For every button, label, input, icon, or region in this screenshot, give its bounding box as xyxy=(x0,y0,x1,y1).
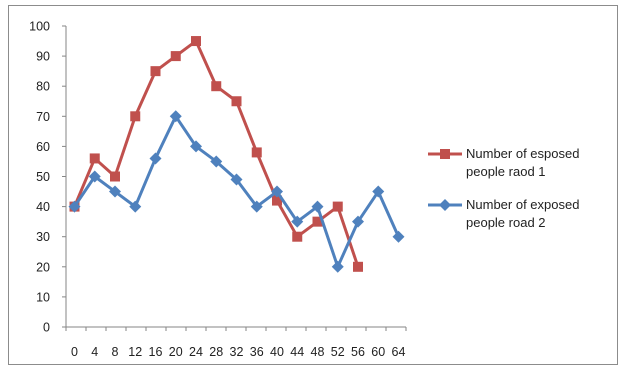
data-point-diamond xyxy=(129,200,142,213)
legend-label: people road 2 xyxy=(466,215,546,230)
data-point-diamond xyxy=(68,200,81,213)
data-point-diamond xyxy=(291,215,304,228)
data-point-square xyxy=(272,195,282,206)
y-tick-label: 20 xyxy=(36,260,50,274)
data-point-diamond xyxy=(331,260,344,273)
data-point-diamond xyxy=(311,200,324,213)
x-tick-label: 52 xyxy=(331,345,345,359)
x-tick-label: 60 xyxy=(371,345,385,359)
data-point-diamond xyxy=(210,155,223,168)
x-tick-label: 8 xyxy=(112,345,119,359)
legend-label: people raod 1 xyxy=(466,164,546,179)
x-tick-label: 40 xyxy=(270,345,284,359)
x-tick-label: 4 xyxy=(91,345,98,359)
data-point-diamond xyxy=(352,215,364,228)
x-tick-label: 32 xyxy=(230,345,244,359)
chart-area xyxy=(8,5,618,365)
data-point-diamond xyxy=(372,185,385,198)
x-tick-label: 64 xyxy=(392,345,406,359)
data-point-square xyxy=(312,216,323,227)
data-point-square xyxy=(292,231,303,242)
x-tick-label: 48 xyxy=(311,345,325,359)
series-line-1 xyxy=(73,39,360,268)
x-tick-label: 24 xyxy=(189,345,203,359)
y-tick-label: 100 xyxy=(29,20,50,34)
x-tick-label: 12 xyxy=(128,345,142,359)
x-tick-label: 56 xyxy=(351,345,365,359)
data-point-diamond xyxy=(169,110,182,123)
y-tick-label: 80 xyxy=(36,80,50,94)
legend-label: Number of esposed xyxy=(466,146,579,161)
data-point-square xyxy=(251,147,262,158)
x-tick-label: 20 xyxy=(169,345,183,359)
x-tick-label: 44 xyxy=(290,345,304,359)
x-tick-label: 28 xyxy=(209,345,223,359)
data-point-square xyxy=(353,261,363,272)
y-tick-label: 60 xyxy=(36,140,50,154)
data-point-diamond xyxy=(230,173,243,186)
data-point-square xyxy=(150,66,161,77)
y-tick-label: 0 xyxy=(43,321,50,335)
data-point-diamond xyxy=(88,170,101,183)
legend-label: Number of exposed xyxy=(466,197,579,212)
legend-marker-square xyxy=(440,149,450,159)
data-point-diamond xyxy=(250,200,263,213)
data-point-square xyxy=(191,36,201,47)
data-point-diamond xyxy=(149,152,162,165)
y-tick-label: 50 xyxy=(36,170,50,184)
data-point-square xyxy=(110,171,120,182)
data-point-diamond xyxy=(109,185,121,198)
legend-marker-diamond xyxy=(439,199,451,211)
y-tick-label: 40 xyxy=(36,200,50,214)
data-point-square xyxy=(211,81,222,92)
data-point-diamond xyxy=(190,140,202,153)
x-tick-label: 16 xyxy=(149,345,163,359)
y-tick-label: 30 xyxy=(36,230,50,244)
y-tick-label: 70 xyxy=(36,110,50,124)
y-tick-label: 10 xyxy=(36,290,50,304)
data-point-square xyxy=(332,201,343,212)
data-point-diamond xyxy=(271,185,283,198)
x-tick-label: 36 xyxy=(250,345,264,359)
data-point-square xyxy=(170,51,181,62)
data-point-square xyxy=(89,153,100,164)
y-tick-label: 90 xyxy=(36,50,50,64)
data-point-square xyxy=(130,111,141,122)
data-point-square xyxy=(231,96,242,107)
x-tick-label: 0 xyxy=(71,345,78,359)
data-point-diamond xyxy=(392,230,405,243)
